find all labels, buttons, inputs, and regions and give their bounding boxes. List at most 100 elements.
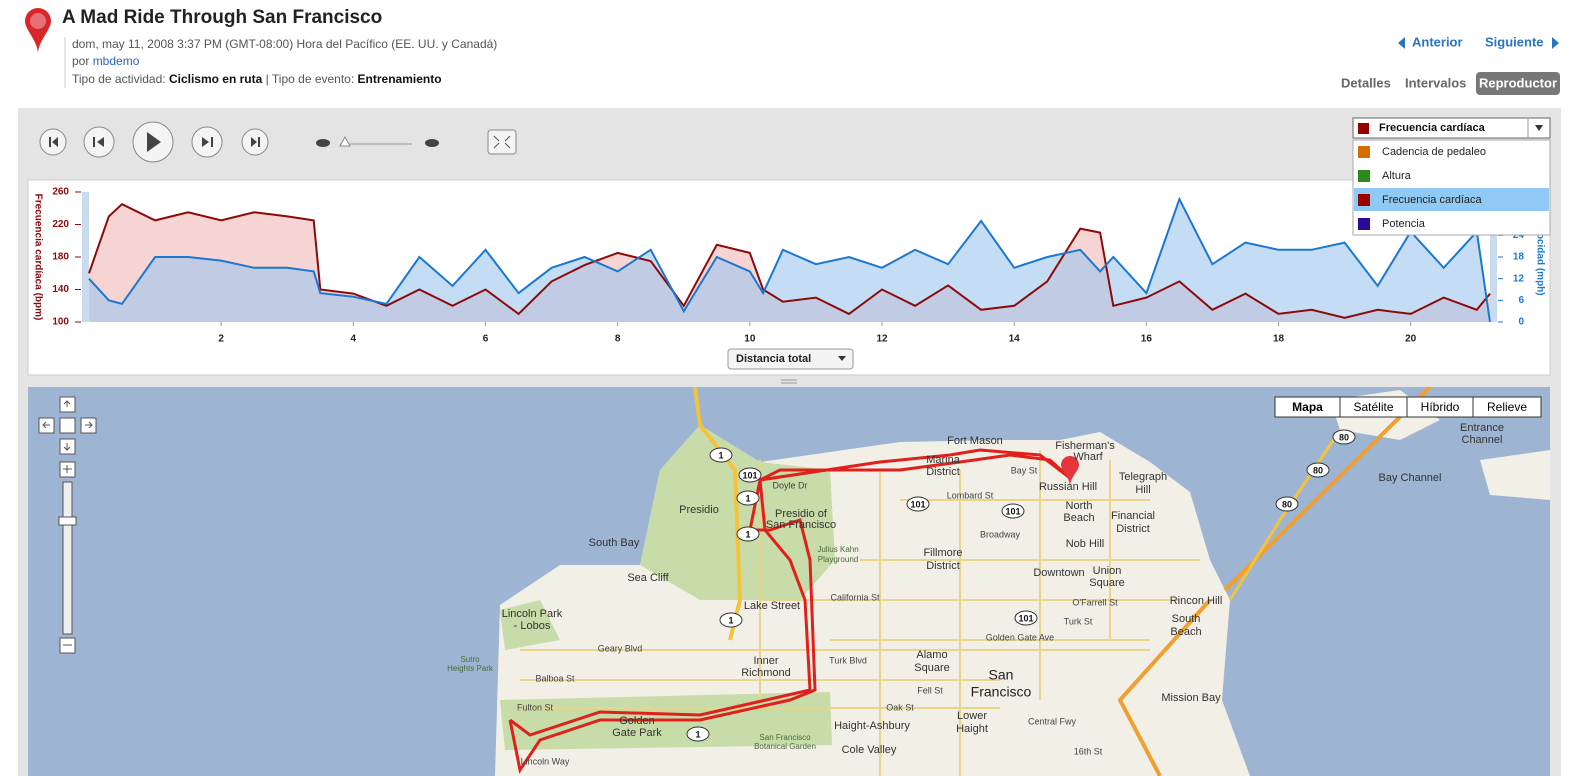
series-line — [88, 203, 1491, 319]
map[interactable]: Fort Mason Fisherman'sWharfMarinaDistrict… — [28, 387, 1550, 776]
highway — [1117, 598, 1212, 776]
route-shield-label: 1 — [728, 615, 733, 625]
by-prefix: por — [72, 54, 89, 68]
next-link[interactable]: Siguiente — [1485, 34, 1544, 49]
highway — [693, 387, 743, 641]
route-shield — [709, 447, 733, 463]
icon — [493, 135, 511, 149]
y-tick-label: 140 — [52, 284, 69, 295]
map-label: Turk Blvd — [829, 655, 867, 665]
x-selector[interactable] — [727, 348, 854, 370]
y2-tick-label: 0 — [1518, 317, 1524, 328]
map-label: Hill — [1135, 484, 1150, 496]
map-label: Richmond — [741, 667, 791, 679]
route-shield-label: 101 — [1005, 506, 1020, 516]
route-shield-label: 1 — [745, 493, 750, 503]
dropdown-list — [1352, 139, 1551, 236]
tab-active[interactable] — [1476, 72, 1560, 95]
axis-strip — [1490, 192, 1497, 322]
tab[interactable]: Reproductor — [1479, 75, 1557, 90]
zoom-track[interactable] — [62, 481, 73, 635]
route-shield-label: 1 — [718, 450, 723, 460]
map-label: North — [1066, 500, 1093, 512]
chart: 100140180220260061218242468101214161820 — [52, 187, 1524, 345]
dropdown-option[interactable]: Frecuencia cardíaca — [1382, 194, 1483, 206]
map-label: Entrance — [1460, 422, 1504, 434]
option-swatch — [1358, 146, 1370, 158]
map-label: Presidio — [679, 504, 719, 516]
route-shield-label: 101 — [1018, 613, 1033, 623]
dropdown-arrow — [1535, 125, 1543, 131]
y-tick-label: 220 — [52, 219, 69, 230]
axis-strip — [82, 192, 89, 322]
park — [500, 600, 560, 650]
map-label: Russian Hill — [1039, 481, 1097, 493]
next-arrow[interactable] — [1552, 37, 1559, 49]
map-label: Lombard St — [947, 490, 994, 500]
map-label: Gate Park — [612, 727, 662, 739]
x-tick-label: 4 — [351, 334, 357, 345]
x-tick-label: 8 — [615, 334, 621, 345]
title: A Mad Ride Through San Francisco — [62, 7, 382, 28]
map-label: San Francisco — [766, 519, 836, 531]
tab[interactable]: Intervalos — [1405, 75, 1466, 90]
route-shield — [906, 496, 930, 512]
icon — [202, 137, 213, 147]
prev-link[interactable]: Anterior — [1412, 34, 1463, 49]
map-label: Sea Cliff — [627, 572, 669, 584]
x-tick-label: 6 — [483, 334, 489, 345]
dropdown-box[interactable] — [1352, 117, 1551, 139]
map-label: Telegraph — [1119, 471, 1167, 483]
event-label: Tipo de evento: — [272, 72, 354, 86]
event: Entrenamiento — [358, 72, 442, 86]
zoom-thumb[interactable] — [58, 516, 77, 526]
map-label: Fillmore — [923, 547, 962, 559]
map-label: Playground — [818, 555, 858, 564]
x-tick-label: 14 — [1009, 334, 1021, 345]
route-shield-label: 101 — [910, 499, 925, 509]
map-label: South — [1172, 613, 1201, 625]
header: A Mad Ride Through San Francisco dom, ma… — [25, 7, 1560, 95]
x-selector-label: Distancia total — [736, 353, 811, 365]
route-shield-label: 80 — [1313, 465, 1323, 475]
route-shield — [1014, 610, 1038, 626]
fullscreen-button[interactable] — [487, 129, 517, 155]
map-type-label: Híbrido — [1421, 400, 1460, 414]
dropdown-highlight — [1354, 188, 1549, 211]
map-label: Turk St — [1064, 616, 1093, 626]
map-label: Square — [1089, 577, 1124, 589]
dropdown-option[interactable]: Potencia — [1382, 218, 1426, 230]
author-link[interactable]: mbdemo — [93, 54, 140, 68]
map-label: Lower — [957, 710, 987, 722]
map-label: Botanical Garden — [754, 742, 816, 751]
map-label: Downtown — [1033, 567, 1084, 579]
y2-tick-label: 12 — [1513, 273, 1525, 284]
map-label: Doyle Dr — [772, 480, 807, 490]
pan-center[interactable] — [59, 417, 76, 434]
y2-tick-label: 18 — [1513, 252, 1525, 263]
map-label: Bay Channel — [1379, 472, 1442, 484]
route-shield — [686, 726, 710, 742]
dropdown-option[interactable]: Cadencia de pedaleo — [1382, 146, 1486, 158]
map-label: Francisco — [971, 684, 1032, 700]
speed-thumb[interactable] — [339, 135, 351, 147]
series-line — [88, 196, 1491, 323]
tab[interactable]: Detalles — [1341, 75, 1391, 90]
map-label: Lake Street — [744, 600, 800, 612]
map-label: Lincoln Way — [521, 756, 570, 766]
map-label: Haight — [956, 723, 988, 735]
dropdown-option[interactable]: Altura — [1382, 170, 1412, 182]
x-tick-label: 12 — [876, 334, 888, 345]
datetime: dom, may 11, 2008 3:37 PM (GMT-08:00) Ho… — [72, 37, 497, 51]
position-marker — [1061, 456, 1079, 487]
prev-arrow[interactable] — [1398, 37, 1405, 49]
route-shield — [1001, 503, 1025, 519]
route-shield — [1332, 429, 1356, 445]
route-shield-label: 101 — [742, 470, 757, 480]
y-tick-label: 100 — [52, 317, 69, 328]
map-type-label: Satélite — [1353, 400, 1393, 414]
map-label: Cole Valley — [842, 744, 897, 756]
icon — [49, 137, 58, 147]
map-type-button[interactable] — [1472, 396, 1542, 418]
map-label: Nob Hill — [1066, 538, 1105, 550]
